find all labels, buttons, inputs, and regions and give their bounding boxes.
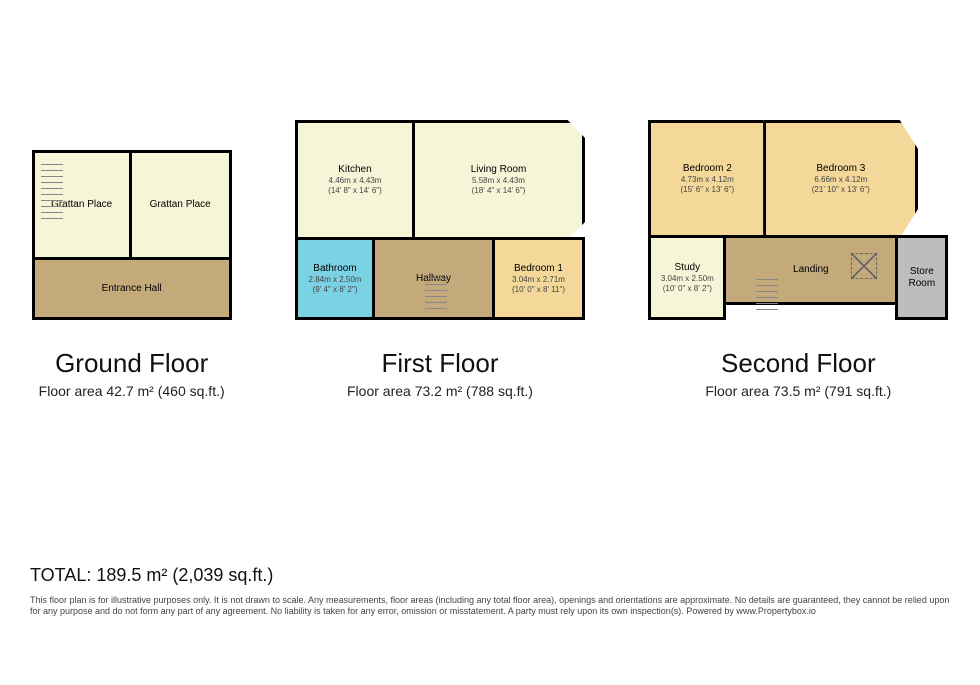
room-dim: 6.66m x 4.12m: [814, 175, 867, 185]
second-floor-plan: Bedroom 2 4.73m x 4.12m (15' 6" x 13' 6"…: [648, 120, 948, 320]
floors-row: Grattan Place Grattan Place Entrance Hal…: [0, 120, 980, 399]
room-imp: (18' 4" x 14' 6"): [472, 186, 526, 196]
stairs-icon: [41, 159, 63, 219]
floor-title: Second Floor: [721, 348, 876, 379]
hatch-icon: [851, 253, 877, 279]
room-grattan-1: Grattan Place: [32, 150, 132, 260]
room-label: Grattan Place: [150, 199, 211, 211]
room-label: Study: [675, 262, 701, 274]
room-grattan-2: Grattan Place: [129, 150, 232, 260]
ground-floor-block: Grattan Place Grattan Place Entrance Hal…: [32, 150, 232, 399]
stairs-icon: [756, 274, 778, 314]
room-hallway: Hallway: [372, 237, 495, 320]
room-label: Landing: [793, 264, 829, 276]
first-floor-plan: Kitchen 4.46m x 4.43m (14' 8" x 14' 6") …: [295, 120, 585, 320]
room-label: Entrance Hall: [102, 283, 162, 295]
room-dim: 3.04m x 2.71m: [512, 275, 565, 285]
room-label: Bedroom 1: [514, 263, 563, 275]
room-imp: (10' 0" x 8' 2"): [663, 284, 712, 294]
room-landing: Landing: [723, 235, 898, 305]
room-store: Store Room: [895, 235, 948, 320]
room-imp: (10' 0" x 8' 11"): [512, 285, 565, 295]
room-study: Study 3.04m x 2.50m (10' 0" x 8' 2"): [648, 235, 726, 320]
floor-subtitle: Floor area 73.2 m² (788 sq.ft.): [347, 383, 533, 399]
room-bedroom-2: Bedroom 2 4.73m x 4.12m (15' 6" x 13' 6"…: [648, 120, 766, 238]
room-bedroom-3: Bedroom 3 6.66m x 4.12m (21' 10" x 13' 6…: [763, 120, 918, 238]
floor-title: First Floor: [381, 348, 498, 379]
room-bedroom-1: Bedroom 1 3.04m x 2.71m (10' 0" x 8' 11"…: [492, 237, 585, 320]
total-area: TOTAL: 189.5 m² (2,039 sq.ft.): [30, 565, 273, 586]
room-label: Bedroom 2: [683, 163, 732, 175]
room-imp: (15' 6" x 13' 6"): [680, 185, 734, 195]
room-living: Living Room 5.58m x 4.43m (18' 4" x 14' …: [412, 120, 585, 240]
first-floor-block: Kitchen 4.46m x 4.43m (14' 8" x 14' 6") …: [295, 120, 585, 399]
room-imp: (21' 10" x 13' 6"): [812, 185, 870, 195]
room-imp: (9' 4" x 8' 2"): [313, 285, 358, 295]
room-label: Bathroom: [313, 263, 356, 275]
room-dim: 5.58m x 4.43m: [472, 176, 525, 186]
room-dim: 3.04m x 2.50m: [661, 274, 714, 284]
room-bathroom: Bathroom 2.84m x 2.50m (9' 4" x 8' 2"): [295, 237, 375, 320]
room-label: Living Room: [471, 164, 527, 176]
disclaimer-text: This floor plan is for illustrative purp…: [30, 595, 950, 618]
room-dim: 2.84m x 2.50m: [309, 275, 362, 285]
second-floor-block: Bedroom 2 4.73m x 4.12m (15' 6" x 13' 6"…: [648, 120, 948, 399]
floor-subtitle: Floor area 73.5 m² (791 sq.ft.): [705, 383, 891, 399]
room-dim: 4.73m x 4.12m: [681, 175, 734, 185]
floor-title: Ground Floor: [55, 348, 208, 379]
ground-floor-plan: Grattan Place Grattan Place Entrance Hal…: [32, 150, 232, 320]
room-dim: 4.46m x 4.43m: [329, 176, 382, 186]
room-label: Store Room: [898, 266, 945, 290]
room-entrance-hall: Entrance Hall: [32, 257, 232, 320]
stairs-icon: [425, 273, 447, 313]
room-label: Kitchen: [338, 164, 371, 176]
room-kitchen: Kitchen 4.46m x 4.43m (14' 8" x 14' 6"): [295, 120, 415, 240]
floor-subtitle: Floor area 42.7 m² (460 sq.ft.): [39, 383, 225, 399]
room-imp: (14' 8" x 14' 6"): [328, 186, 382, 196]
room-label: Bedroom 3: [816, 163, 865, 175]
